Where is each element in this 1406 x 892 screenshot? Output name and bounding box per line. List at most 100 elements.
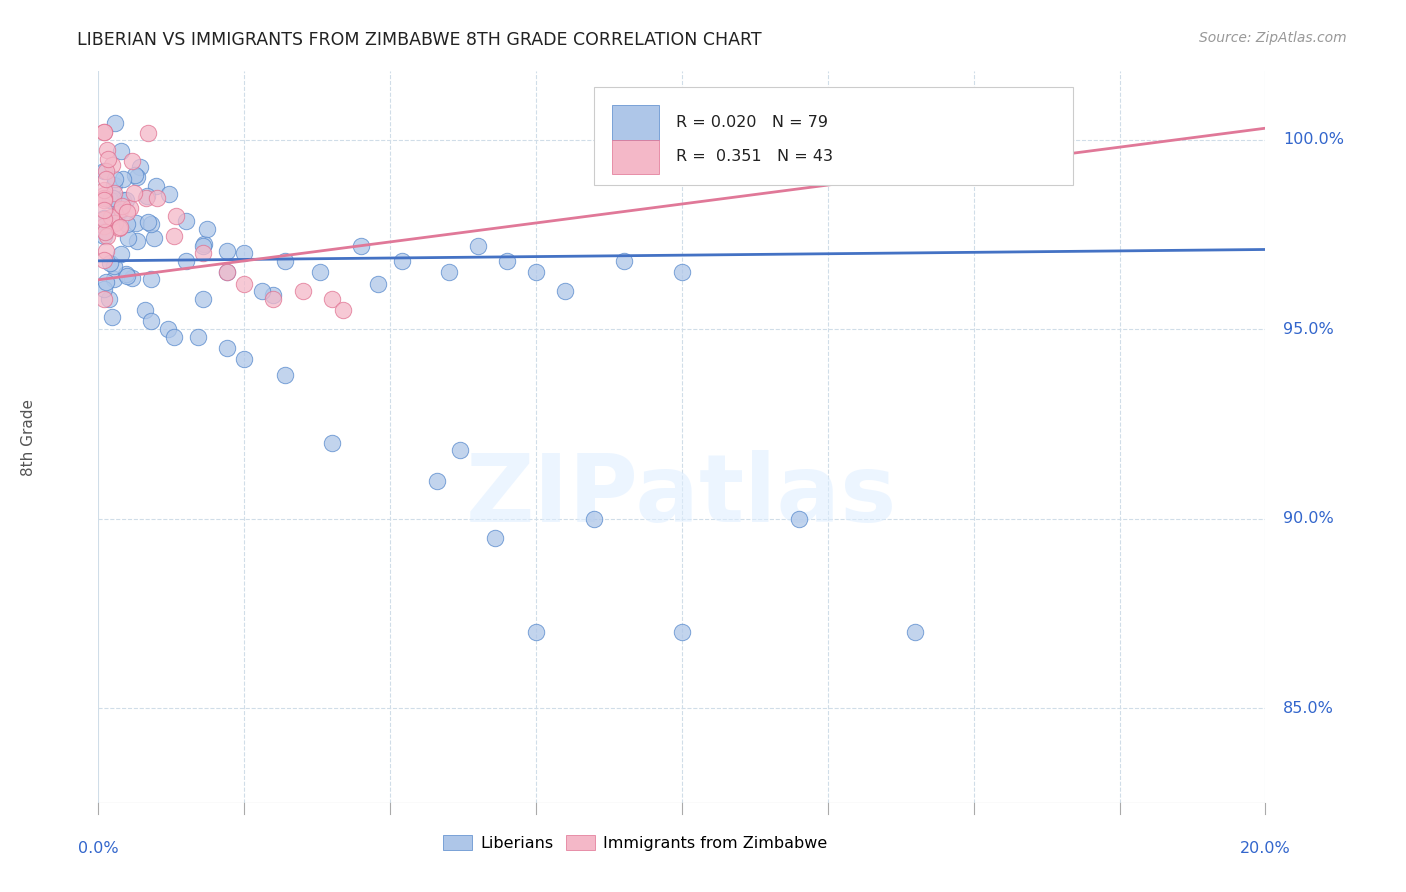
Point [142,231,165,245]
Point [274,253,297,268]
Point [93,188,115,202]
Point [136,215,159,229]
Point [115,269,138,284]
Point [124,168,146,182]
Point [174,213,197,227]
Point [787,511,810,525]
Point [104,115,127,129]
Point [146,191,169,205]
Point [93,292,115,306]
Point [233,246,256,260]
Text: LIBERIAN VS IMMIGRANTS FROM ZIMBABWE 8TH GRADE CORRELATION CHART: LIBERIAN VS IMMIGRANTS FROM ZIMBABWE 8TH… [77,31,762,49]
Point [93,183,115,197]
Point [115,217,138,231]
FancyBboxPatch shape [612,105,658,139]
Point [195,222,218,236]
Point [98,293,121,307]
Point [96,275,118,289]
Point [554,284,576,298]
Point [193,238,215,252]
Point [129,160,152,174]
Point [215,265,238,279]
Point [110,247,132,261]
Point [174,253,197,268]
Text: ZIPatlas: ZIPatlas [467,450,897,541]
Point [93,164,115,178]
Point [215,265,238,279]
Point [437,265,460,279]
Point [112,193,135,207]
Point [612,253,634,268]
Point [94,226,117,240]
Point [191,292,214,306]
Point [94,244,117,259]
Text: 20.0%: 20.0% [1240,840,1291,855]
Point [135,191,157,205]
Point [125,234,148,248]
Point [93,224,115,238]
Point [125,216,148,230]
Point [215,341,238,355]
Text: 85.0%: 85.0% [1282,700,1334,715]
Point [100,211,122,225]
Point [367,277,389,291]
Point [163,329,186,343]
Point [104,216,127,230]
Point [114,267,136,281]
Text: R =  0.351   N = 43: R = 0.351 N = 43 [676,149,834,164]
Text: Source: ZipAtlas.com: Source: ZipAtlas.com [1199,31,1347,45]
Point [291,284,314,298]
Point [93,125,115,139]
Point [93,202,115,217]
Point [321,435,343,450]
Point [332,303,354,318]
Point [110,145,132,159]
Point [233,352,256,367]
Point [157,322,180,336]
Text: 90.0%: 90.0% [1282,511,1334,526]
Point [110,199,132,213]
Point [93,228,115,243]
Point [93,211,115,226]
Point [524,625,547,640]
Point [262,288,284,302]
Point [136,189,159,203]
Text: 95.0%: 95.0% [1282,322,1334,336]
Point [139,217,162,231]
Point [93,282,115,296]
Point [671,265,693,279]
Point [391,253,413,268]
Point [108,219,131,234]
Point [93,211,115,225]
Point [136,126,159,140]
Point [118,202,141,216]
Point [110,202,132,216]
Point [108,204,131,219]
Text: 8th Grade: 8th Grade [21,399,37,475]
Point [103,171,125,186]
Text: 100.0%: 100.0% [1282,132,1344,147]
Point [107,220,129,235]
Point [215,244,238,259]
Point [426,474,449,488]
Point [449,443,471,458]
Point [103,178,125,192]
Point [250,284,273,298]
Text: R = 0.020   N = 79: R = 0.020 N = 79 [676,115,828,130]
Point [96,172,118,186]
Point [262,292,284,306]
Point [93,193,115,207]
Point [583,511,606,525]
Point [193,237,215,252]
Point [121,154,143,169]
Point [193,246,215,260]
FancyBboxPatch shape [595,87,1073,185]
Point [97,152,120,166]
Point [671,625,693,640]
Point [103,186,125,201]
Point [96,228,118,243]
Point [93,219,115,234]
Point [93,125,115,139]
Point [496,253,519,268]
Point [1021,125,1043,139]
